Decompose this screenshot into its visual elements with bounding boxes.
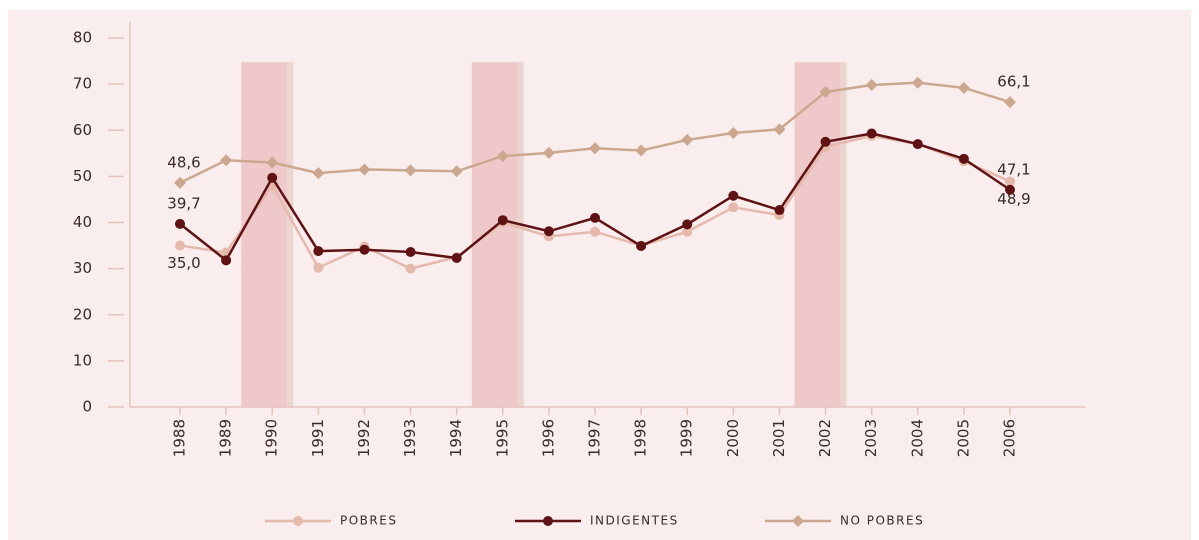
x-tick-label: 1990 xyxy=(263,419,281,457)
point xyxy=(682,226,693,237)
point xyxy=(728,190,739,201)
highlight-shadow xyxy=(287,62,294,407)
point xyxy=(1005,184,1015,195)
y-tick-label: 40 xyxy=(73,213,92,231)
point xyxy=(728,202,739,213)
y-tick-label: 10 xyxy=(73,351,92,369)
highlight-band xyxy=(241,62,288,407)
data-label: 47,1 xyxy=(997,160,1030,178)
point xyxy=(267,172,278,183)
x-tick-label: 1988 xyxy=(171,419,189,457)
point xyxy=(958,153,969,164)
legend-marker xyxy=(543,516,553,526)
x-tick-label: 1999 xyxy=(678,419,696,457)
point xyxy=(866,128,877,139)
point xyxy=(682,219,693,230)
data-label: 48,9 xyxy=(997,190,1030,208)
point xyxy=(358,163,371,176)
point xyxy=(175,240,185,251)
point xyxy=(727,127,740,140)
x-tick-label: 1989 xyxy=(217,419,235,457)
x-tick-label: 1997 xyxy=(586,419,604,457)
point xyxy=(266,156,279,169)
x-tick-label: 2004 xyxy=(908,419,926,457)
point xyxy=(911,76,924,89)
y-tick-label: 0 xyxy=(82,398,92,416)
point xyxy=(635,144,648,157)
x-tick-label: 1996 xyxy=(539,419,557,457)
legend-label: NO POBRES xyxy=(840,514,924,528)
x-tick-label: 1992 xyxy=(355,419,373,457)
point xyxy=(312,167,325,180)
point xyxy=(451,253,462,264)
data-label: 66,1 xyxy=(997,73,1030,91)
point xyxy=(542,146,555,159)
y-tick-label: 30 xyxy=(73,259,92,277)
x-tick-label: 1995 xyxy=(493,419,511,457)
x-tick-label: 2005 xyxy=(954,419,972,457)
x-tick-label: 2006 xyxy=(1001,419,1019,457)
point xyxy=(405,263,416,274)
point xyxy=(819,85,832,98)
point xyxy=(865,79,878,92)
y-tick-label: 80 xyxy=(73,29,92,47)
data-label: 35,0 xyxy=(167,254,200,272)
x-tick-label: 1993 xyxy=(401,419,419,457)
point xyxy=(1005,176,1015,187)
legend-label: POBRES xyxy=(340,514,397,528)
point xyxy=(589,142,601,155)
y-tick-label: 20 xyxy=(73,305,92,323)
point xyxy=(636,241,647,252)
point xyxy=(450,165,463,178)
x-tick-label: 2002 xyxy=(816,419,834,457)
point xyxy=(773,123,786,136)
point xyxy=(405,247,416,258)
point xyxy=(404,164,417,177)
highlight-shadow xyxy=(840,62,847,407)
x-tick-label: 1991 xyxy=(309,419,327,457)
legend-marker xyxy=(293,516,303,526)
point xyxy=(957,81,970,94)
point xyxy=(174,176,186,189)
y-tick-label: 70 xyxy=(73,75,92,93)
legend-marker xyxy=(792,515,804,527)
point xyxy=(1004,96,1016,109)
point xyxy=(681,133,694,146)
highlight-band xyxy=(471,62,518,407)
x-tick-label: 2003 xyxy=(862,419,880,457)
point xyxy=(912,139,923,150)
point xyxy=(497,215,508,226)
y-tick-label: 60 xyxy=(73,121,92,139)
point xyxy=(221,255,232,266)
x-tick-label: 2000 xyxy=(724,419,742,457)
point xyxy=(175,218,185,229)
point xyxy=(313,246,324,257)
point xyxy=(359,244,370,255)
point xyxy=(820,136,831,147)
point xyxy=(313,262,324,273)
data-label: 39,7 xyxy=(167,194,200,212)
point xyxy=(590,212,600,223)
x-tick-label: 2001 xyxy=(770,419,788,457)
point xyxy=(220,154,233,167)
point xyxy=(543,226,554,237)
highlight-band xyxy=(794,62,841,407)
x-tick-label: 1994 xyxy=(447,419,465,457)
point xyxy=(774,205,785,216)
point xyxy=(590,226,600,237)
point xyxy=(496,150,509,163)
data-label: 48,6 xyxy=(167,153,200,171)
y-tick-label: 50 xyxy=(73,167,92,185)
x-tick-label: 1998 xyxy=(632,419,650,457)
legend-label: INDIGENTES xyxy=(590,514,679,528)
highlight-shadow xyxy=(517,62,524,407)
